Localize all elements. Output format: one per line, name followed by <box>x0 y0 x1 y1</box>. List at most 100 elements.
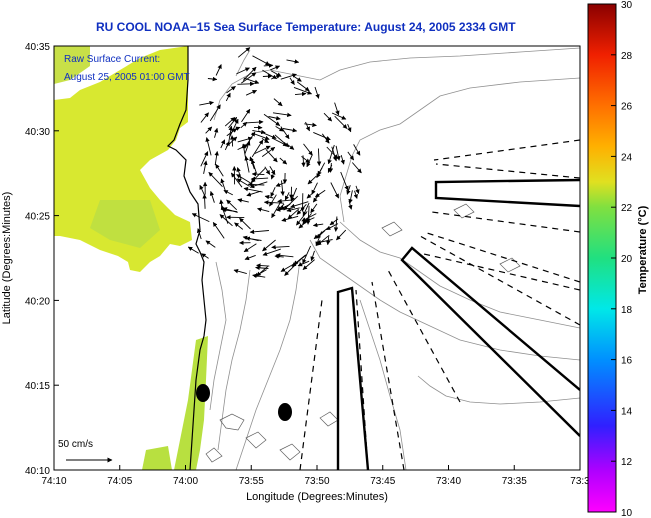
current-vector <box>237 136 253 143</box>
current-vector <box>213 127 219 138</box>
current-vector <box>237 198 249 203</box>
land-sst-patch-mid <box>90 200 160 248</box>
colorbar-tick-label: 16 <box>621 356 633 367</box>
current-vector <box>209 190 215 203</box>
current-vector <box>284 261 299 276</box>
current-vector <box>290 187 298 202</box>
land-sst-patch-north <box>54 46 90 84</box>
current-vector <box>271 244 290 250</box>
x-axis-label: Longitude (Degrees:Minutes) <box>246 491 388 503</box>
current-vector <box>251 171 265 177</box>
current-vector <box>327 144 335 165</box>
current-vector <box>200 151 209 167</box>
current-vector <box>280 73 297 80</box>
current-vector <box>313 131 331 141</box>
colorbar-tick-label: 10 <box>621 508 633 518</box>
current-vector <box>270 65 281 71</box>
current-vector <box>351 162 362 174</box>
current-vector <box>329 218 339 226</box>
current-vector <box>347 151 355 161</box>
current-vector <box>291 254 307 267</box>
colorbar-ticks: 30 28 26 24 22 20 18 16 14 12 10 <box>611 0 633 518</box>
current-vector <box>261 138 270 144</box>
y-axis: 40:35 40:30 40:25 40:20 40:15 40:10 <box>25 42 59 477</box>
annotation-line-2: August 25, 2005 01:00 GMT <box>64 72 190 83</box>
current-vector <box>249 156 255 170</box>
x-tick-label: 73:45 <box>370 476 395 487</box>
current-vector <box>347 123 352 133</box>
current-vector <box>256 266 268 277</box>
current-vector <box>236 167 242 180</box>
current-vector <box>202 193 207 209</box>
current-vector <box>263 113 281 126</box>
current-vector <box>262 73 273 79</box>
y-axis-label: Latitude (Degrees:Minutes) <box>1 192 13 325</box>
colorbar-tick-label: 20 <box>621 254 633 265</box>
current-vector <box>268 115 281 121</box>
current-vector <box>236 67 250 75</box>
y-tick-label: 40:30 <box>25 127 50 138</box>
current-vector <box>241 72 257 84</box>
current-vector <box>310 250 315 262</box>
current-vector <box>234 222 244 230</box>
coastline <box>166 46 207 470</box>
current-vector <box>200 112 209 123</box>
current-vector <box>331 112 347 120</box>
current-vector <box>273 98 283 107</box>
current-vector <box>252 55 270 66</box>
current-vector <box>246 190 261 197</box>
current-vector <box>327 164 333 173</box>
current-vector <box>229 118 239 137</box>
current-vector <box>239 217 251 230</box>
current-vector <box>353 190 358 199</box>
current-vector <box>264 194 274 200</box>
current-vector <box>330 182 340 199</box>
current-vector <box>201 253 209 259</box>
current-vector <box>244 155 250 173</box>
current-vector <box>294 91 307 97</box>
current-vector <box>355 185 360 195</box>
current-vector <box>241 108 251 123</box>
current-vector <box>279 203 291 210</box>
y-tick-label: 40:15 <box>25 381 50 392</box>
current-vector <box>340 171 349 191</box>
current-vector <box>336 229 347 241</box>
current-vector <box>241 143 247 161</box>
x-tick-label: 73:3 <box>570 476 590 487</box>
current-vector <box>205 137 212 156</box>
current-vector <box>296 203 307 215</box>
annotation-line-1: Raw Surface Current: <box>64 54 160 65</box>
coastal-sst-spot <box>142 446 172 470</box>
x-tick-label: 73:55 <box>239 476 264 487</box>
current-vector <box>304 217 315 223</box>
current-vector <box>272 112 292 118</box>
current-vector <box>208 171 223 188</box>
colorbar-tick-label: 28 <box>621 51 633 62</box>
current-vector <box>205 126 213 134</box>
current-vector <box>215 163 224 177</box>
current-vector <box>325 234 331 246</box>
current-vector <box>262 239 276 252</box>
current-vector <box>227 125 233 146</box>
current-vector <box>269 194 277 207</box>
current-vector <box>312 193 320 203</box>
current-vector <box>302 202 310 217</box>
current-vector <box>334 115 348 129</box>
current-vector <box>321 133 330 144</box>
colorbar-tick-label: 26 <box>621 102 633 113</box>
current-vector <box>280 126 290 140</box>
current-vector <box>289 77 295 85</box>
current-vector <box>187 246 199 254</box>
current-vector <box>209 104 221 122</box>
x-axis: 74:10 74:05 74:00 73:55 73:50 73:45 73:40 73:35… <box>41 465 590 487</box>
current-vector <box>286 59 300 64</box>
y-tick-label: 40:25 <box>25 212 50 223</box>
current-vector <box>226 128 238 137</box>
current-vector <box>261 146 276 157</box>
current-vector <box>251 139 264 158</box>
current-vector <box>275 126 284 132</box>
y-tick-label: 40:35 <box>25 42 50 53</box>
x-tick-label: 73:35 <box>502 476 527 487</box>
current-vector <box>348 190 353 204</box>
current-vector <box>316 235 329 246</box>
